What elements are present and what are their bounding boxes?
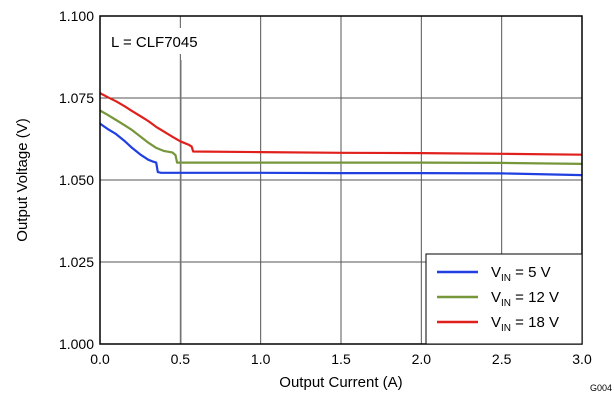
y-axis-title: Output Voltage (V)	[14, 118, 31, 241]
x-axis-title: Output Current (A)	[279, 374, 402, 391]
y-tick-label: 1.000	[59, 336, 94, 352]
x-tick-label: 3.0	[572, 351, 592, 367]
series-line-2	[99, 109, 583, 165]
legend-label-2: VIN = 12 V	[491, 289, 559, 309]
legend-label-3: VIN = 18 V	[491, 314, 559, 334]
x-tick-label: 2.5	[492, 351, 512, 367]
y-tick-labels: 1.000 1.025 1.050 1.075 1.100	[59, 8, 94, 352]
x-tick-label: 0.0	[90, 351, 110, 367]
series-line-1	[99, 122, 583, 177]
legend-label-1: VIN = 5 V	[491, 264, 551, 284]
x-tick-label: 2.0	[412, 351, 432, 367]
x-tick-label: 0.5	[171, 351, 191, 367]
x-tick-labels: 0.0 0.5 1.0 1.5 2.0 2.5 3.0	[90, 351, 592, 367]
legend: VIN = 5 V VIN = 12 V VIN = 18 V	[425, 253, 583, 345]
y-tick-label: 1.075	[59, 90, 94, 106]
y-tick-label: 1.025	[59, 254, 94, 270]
y-tick-label: 1.100	[59, 8, 94, 24]
series-layer	[99, 92, 583, 177]
x-tick-label: 1.5	[331, 351, 351, 367]
legend-box	[425, 253, 583, 345]
series-line-3	[99, 92, 583, 156]
inductor-annotation: L = CLF7045	[111, 34, 198, 51]
plot-frame	[99, 15, 583, 345]
y-tick-label: 1.050	[59, 172, 94, 188]
annotation-box	[104, 28, 224, 54]
x-tick-label: 1.0	[251, 351, 271, 367]
figure-id: G004	[590, 383, 612, 393]
